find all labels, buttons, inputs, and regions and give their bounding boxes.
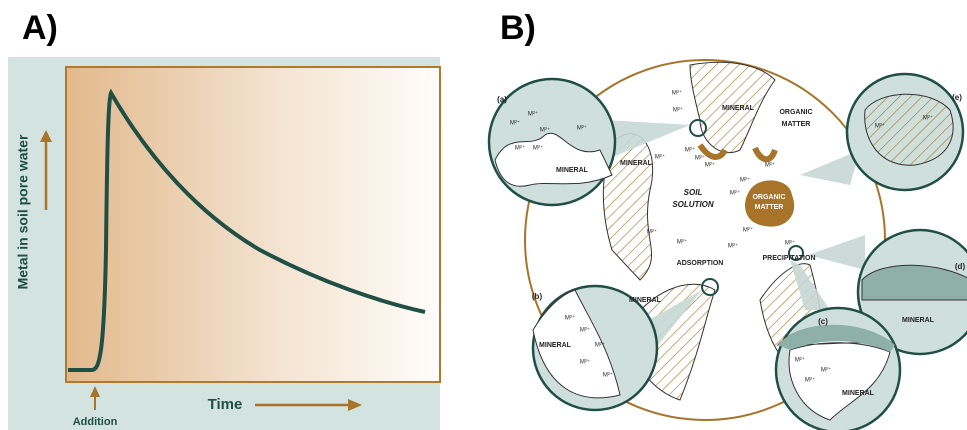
ion-label: M²⁺	[923, 115, 933, 122]
ion-label: M²⁺	[515, 145, 525, 152]
ion-label: M²⁺	[728, 243, 738, 250]
diagram-label: (c)	[818, 317, 828, 326]
diagram-label: SOIL	[684, 188, 703, 197]
diagram-label: MATTER	[782, 121, 811, 128]
ion-label: M²⁺	[743, 227, 753, 234]
ion-label: M²⁺	[672, 90, 682, 97]
diagram-label: MINERAL	[842, 390, 875, 397]
ion-label: M²⁺	[695, 155, 705, 162]
ion-label: M²⁺	[528, 111, 538, 118]
ion-label: M²⁺	[580, 327, 590, 334]
ion-label: M²⁺	[740, 177, 750, 184]
diagram-label: (e)	[952, 93, 962, 102]
ion-label: M²⁺	[655, 154, 665, 161]
ion-label: M²⁺	[805, 377, 815, 384]
diagram-label: MINERAL	[722, 105, 755, 112]
diagram-label: ORGANIC	[779, 109, 812, 116]
event-label: Addition	[73, 416, 118, 428]
diagram-label: MINERAL	[556, 167, 589, 174]
ion-label: M²⁺	[677, 239, 687, 246]
diagram-label: MINERAL	[539, 342, 572, 349]
ion-label: M²⁺	[795, 357, 805, 364]
ion-label: M²⁺	[540, 127, 550, 134]
ion-label: M²⁺	[821, 367, 831, 374]
ion-label: M²⁺	[730, 190, 740, 197]
diagram-label: PRECIPITATION	[762, 255, 815, 262]
ion-label: M²⁺	[785, 240, 795, 247]
diagram-label: SOLUTION	[672, 200, 714, 209]
panel-label: A)	[22, 9, 58, 47]
ion-label: M²⁺	[565, 315, 575, 322]
ion-label: M²⁺	[533, 145, 543, 152]
ion-label: M²⁺	[595, 342, 605, 349]
diagram-label: (a)	[497, 95, 507, 104]
ion-label: M²⁺	[577, 125, 587, 132]
diagram-label: ADSORPTION	[677, 260, 724, 267]
figure: A) Metal in soil pore water Time Additio…	[0, 0, 967, 430]
ion-label: M²⁺	[580, 359, 590, 366]
diagram-label: MATTER	[755, 204, 784, 211]
ion-label: M²⁺	[705, 162, 715, 169]
panel-label: B)	[500, 9, 536, 47]
ion-label: M²⁺	[603, 372, 613, 379]
ion-label: M²⁺	[875, 123, 885, 130]
ion-label: M²⁺	[685, 147, 695, 154]
diagram-label: MINERAL	[902, 317, 935, 324]
diagram-label: ORGANIC	[752, 194, 785, 201]
ion-label: M²⁺	[510, 120, 520, 127]
diagram-label: (b)	[532, 292, 543, 301]
ion-label: M²⁺	[765, 162, 775, 169]
ion-label: M²⁺	[647, 229, 657, 236]
diagram-label: (d)	[955, 262, 966, 271]
x-axis-label: Time	[208, 396, 243, 413]
y-axis-label: Metal in soil pore water	[15, 134, 31, 289]
diagram-label: MINERAL	[620, 160, 653, 167]
diagram-label: MINERAL	[629, 297, 662, 304]
ion-label: M²⁺	[673, 107, 683, 114]
